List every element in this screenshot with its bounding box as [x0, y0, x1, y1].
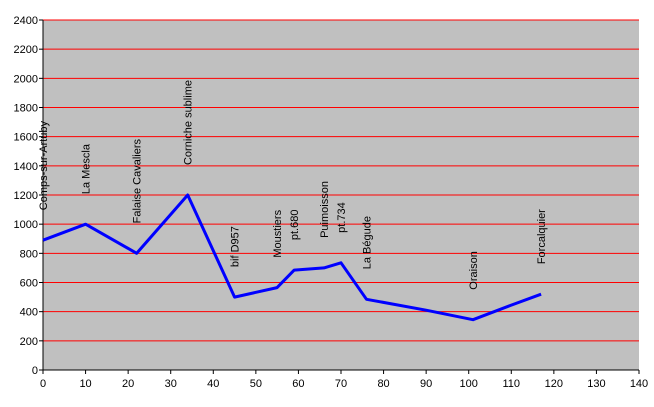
x-tick-label: 110 [503, 378, 521, 390]
point-label: Comps-sur-Artuby [38, 120, 50, 210]
y-tick-label: 2200 [14, 44, 38, 56]
x-tick-label: 140 [630, 378, 648, 390]
x-tick-label: 50 [250, 378, 262, 390]
point-label: Forcalquier [536, 209, 548, 264]
y-tick-label: 1000 [14, 219, 38, 231]
y-tick-label: 1400 [14, 161, 38, 173]
point-label: Oraison [468, 251, 480, 290]
x-tick-label: 130 [587, 378, 605, 390]
y-tick-label: 2400 [14, 15, 38, 27]
point-label: pt.680 [289, 210, 301, 241]
x-tick-label: 100 [460, 378, 478, 390]
profile-line [42, 193, 542, 322]
x-tick-label: 90 [420, 378, 432, 390]
point-label: La Bégude [362, 216, 374, 269]
x-tick-label: 30 [165, 378, 177, 390]
y-tick-label: 1200 [14, 190, 38, 202]
x-tick-label: 80 [377, 378, 389, 390]
point-label: Puimoisson [319, 181, 331, 238]
y-tick-label: 400 [20, 307, 38, 319]
point-label: Moustiers [272, 209, 284, 257]
y-tick-label: 200 [20, 336, 38, 348]
y-tick-label: 800 [20, 248, 38, 260]
x-tick-label: 70 [335, 378, 347, 390]
x-tick-label: 20 [122, 378, 134, 390]
point-label: Corniche sublime [183, 80, 195, 165]
x-tick-label: 40 [207, 378, 219, 390]
point-label: Falaise Cavaliers [132, 138, 144, 223]
x-tick-label: 60 [292, 378, 304, 390]
y-tick-label: 0 [32, 365, 38, 377]
y-tick-label: 1600 [14, 132, 38, 144]
point-label: La Mescla [81, 143, 93, 194]
y-tick-label: 600 [20, 278, 38, 290]
point-label: pt.734 [336, 202, 348, 233]
point-label: bif D957 [230, 226, 242, 267]
x-tick-label: 10 [79, 378, 91, 390]
y-tick-label: 1800 [14, 103, 38, 115]
x-tick-label: 0 [40, 378, 46, 390]
x-tick-label: 120 [545, 378, 563, 390]
y-tick-label: 2000 [14, 73, 38, 85]
